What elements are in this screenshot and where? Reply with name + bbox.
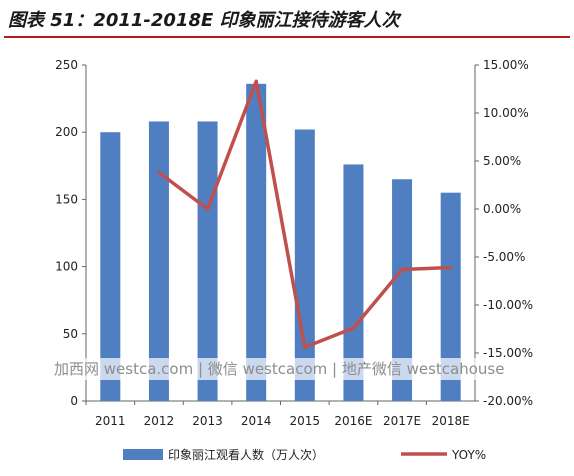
- x-tick-label: 2017E: [383, 414, 421, 428]
- title-underline: [4, 36, 570, 38]
- right-tick-label: -15.00%: [483, 346, 533, 360]
- x-tick-label: 2015: [290, 414, 321, 428]
- bar: [246, 83, 267, 401]
- bar: [148, 121, 169, 401]
- left-tick-label: 250: [55, 58, 78, 72]
- left-tick-label: 0: [70, 394, 78, 408]
- x-tick-label: 2012: [144, 414, 175, 428]
- right-tick-label: 5.00%: [483, 154, 521, 168]
- yoy-point: [400, 267, 404, 272]
- bar: [440, 192, 461, 401]
- right-tick-label: -10.00%: [483, 298, 533, 312]
- yoy-point: [157, 170, 161, 175]
- right-tick-label: -20.00%: [483, 394, 533, 408]
- yoy-point: [351, 326, 356, 330]
- yoy-point: [205, 207, 210, 211]
- legend-bar-label: 印象丽江观看人数（万人次）: [168, 447, 324, 462]
- left-tick-label: 150: [55, 192, 78, 206]
- yoy-point: [449, 265, 453, 270]
- watermark: 加西网 westca.com | 微信 westcacom | 地产微信 wes…: [54, 358, 534, 380]
- x-tick-label: 2011: [95, 414, 126, 428]
- x-tick-label: 2018E: [432, 414, 470, 428]
- bar: [343, 164, 364, 401]
- right-tick-label: 10.00%: [483, 106, 529, 120]
- yoy-point: [303, 345, 307, 349]
- plot-area: 0 50 100 150 200 250 -20.00% -15.00% -10.00% -5.0…: [55, 58, 533, 462]
- left-tick-label: 100: [55, 260, 78, 274]
- right-tick-label: 15.00%: [483, 58, 529, 72]
- right-tick-label: -5.00%: [483, 250, 525, 264]
- yoy-point: [254, 79, 258, 83]
- bar: [100, 132, 121, 401]
- bar: [294, 129, 315, 401]
- right-tick-label: 0.00%: [483, 202, 521, 216]
- left-tick-label: 50: [63, 327, 78, 341]
- bar: [392, 179, 413, 401]
- x-tick-label: 2016E: [334, 414, 372, 428]
- x-tick-label: 2013: [192, 414, 223, 428]
- legend-line-label: YOY%: [451, 448, 486, 462]
- chart-title: 图表 51：2011-2018E 印象丽江接待游客人次: [8, 10, 400, 31]
- left-tick-label: 200: [55, 125, 78, 139]
- legend-bar-swatch: [123, 449, 163, 460]
- x-tick-label: 2014: [241, 414, 272, 428]
